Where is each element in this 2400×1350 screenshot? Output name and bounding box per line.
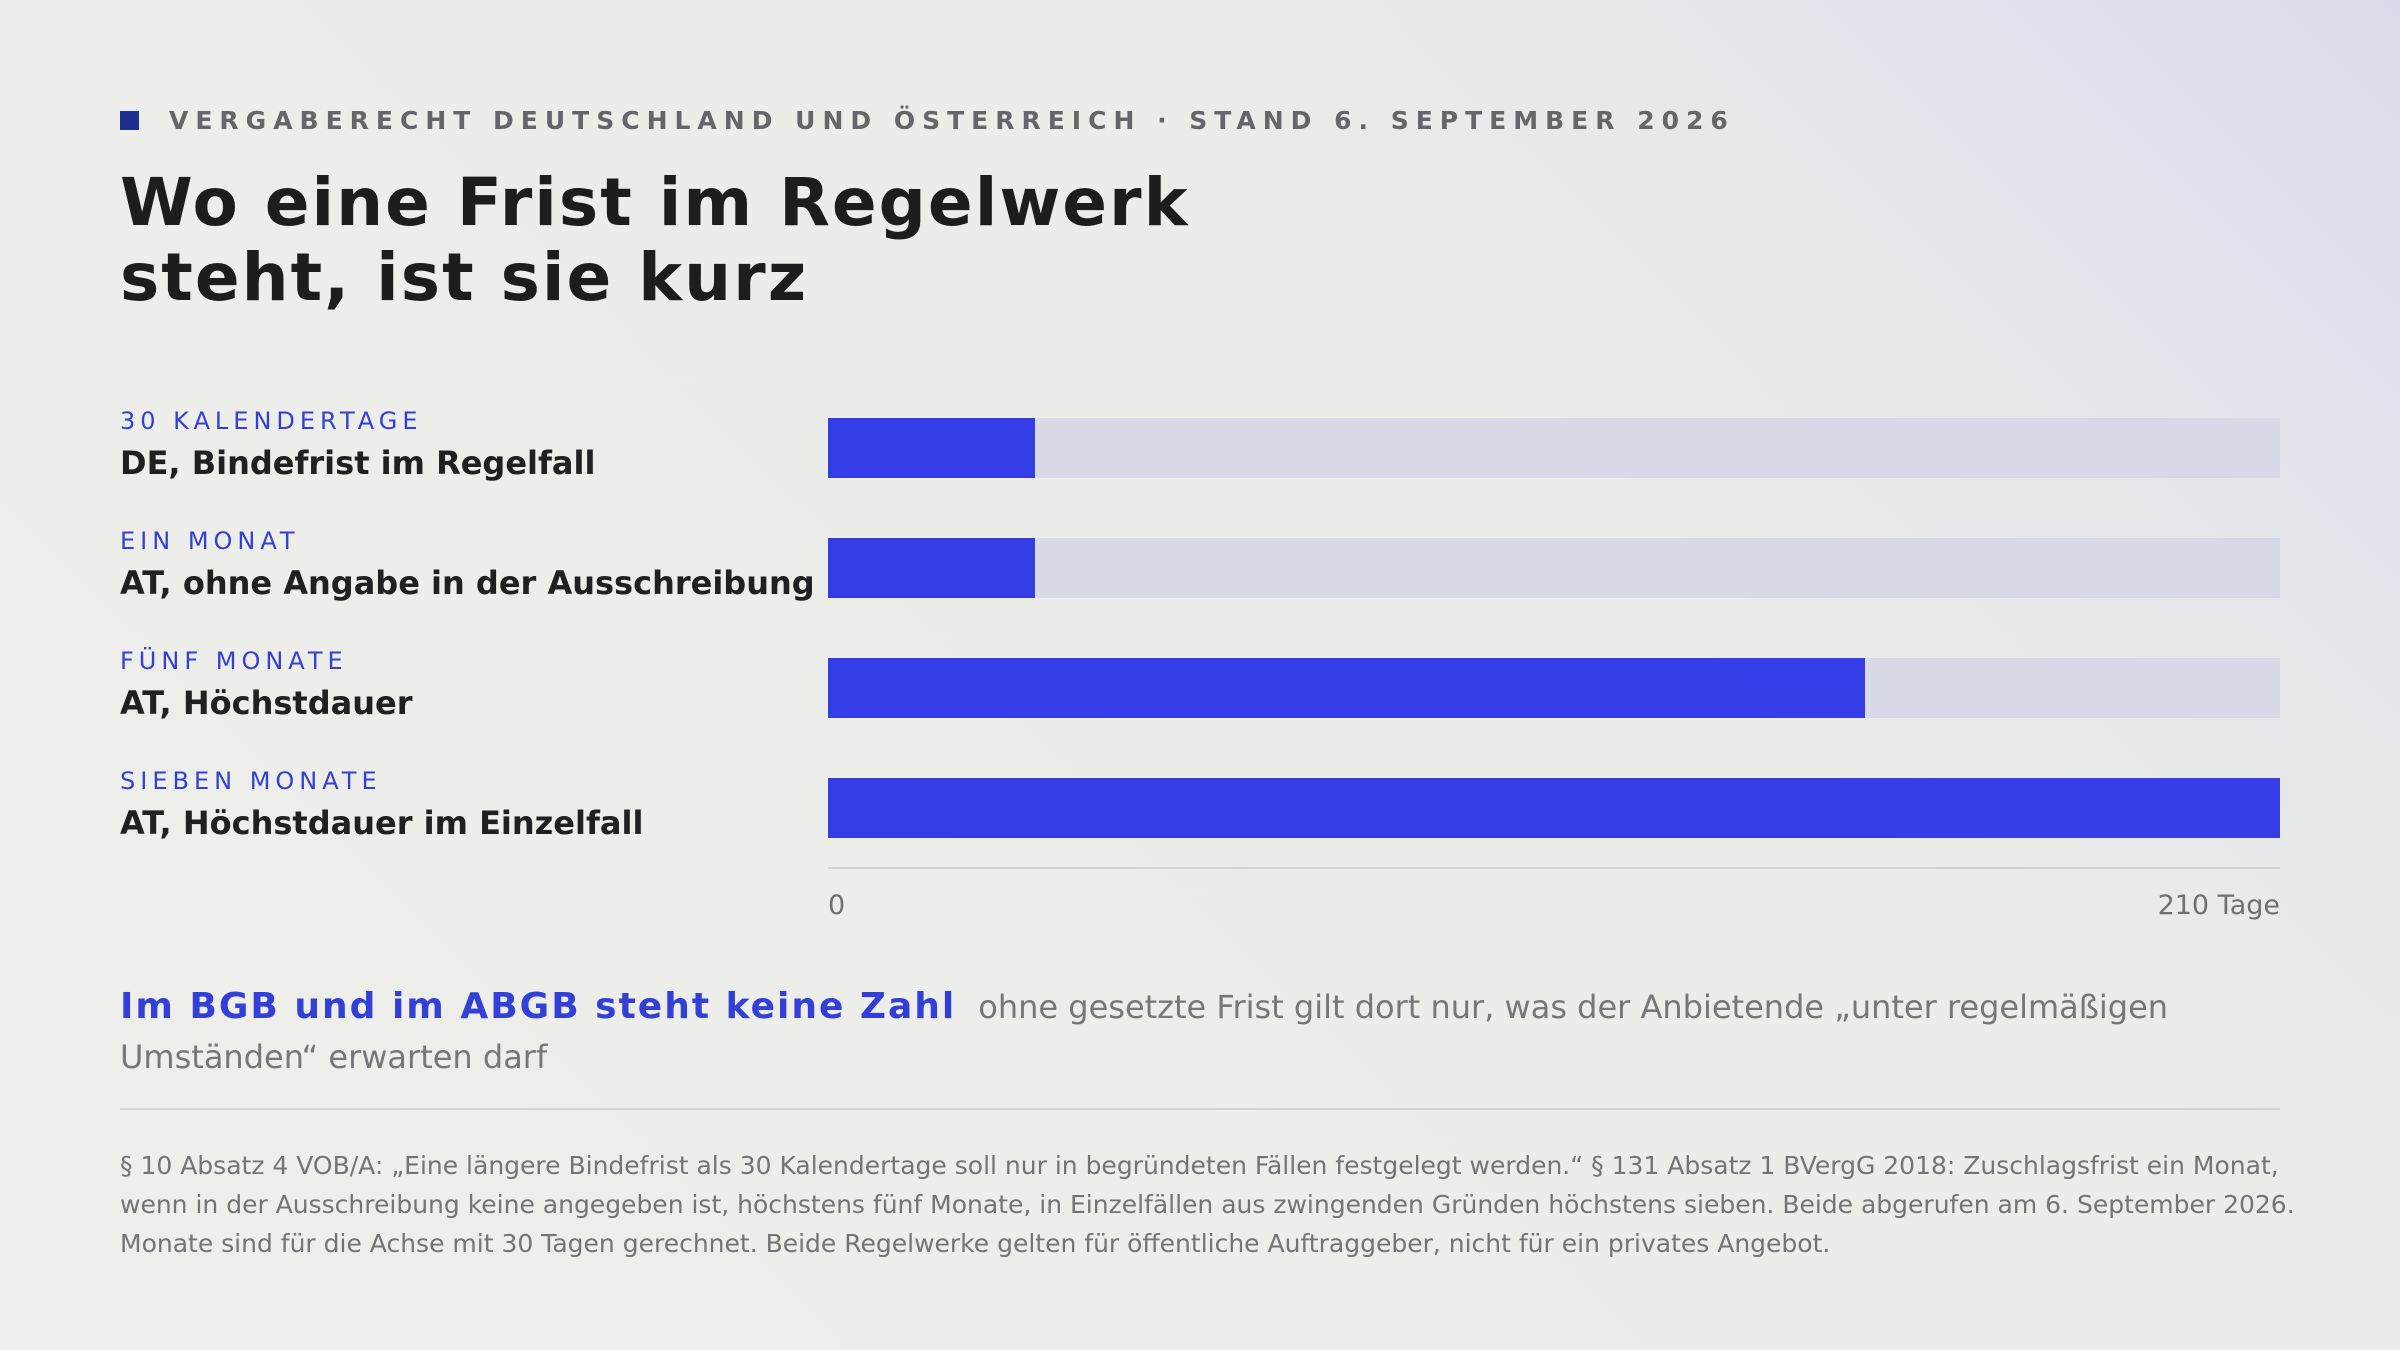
- kicker-square-icon: [120, 111, 139, 130]
- bar-3: [828, 658, 1865, 718]
- divider: [120, 1108, 2280, 1110]
- bar-kicker-2: EIN MONAT: [120, 527, 300, 555]
- kicker-text: VERGABERECHT DEUTSCHLAND UND ÖSTERREICH …: [169, 106, 1735, 135]
- bar-kicker-1: 30 KALENDERTAGE: [120, 407, 423, 435]
- bar-label-1: 30 KALENDERTAGE DE, Bindefrist im Regelf…: [120, 407, 820, 483]
- bar-4: [828, 778, 2280, 838]
- bar-track-4: [828, 778, 2280, 838]
- bar-category-3: AT, Höchstdauer: [120, 684, 413, 722]
- header-kicker: VERGABERECHT DEUTSCHLAND UND ÖSTERREICH …: [120, 106, 1735, 135]
- bar-label-3: FÜNF MONATE AT, Höchstdauer: [120, 647, 820, 723]
- bar-category-4: AT, Höchstdauer im Einzelfall: [120, 804, 644, 842]
- title-line-1: Wo eine Frist im Regelwerk: [120, 164, 1190, 241]
- key-note: Im BGB und im ABGB steht keine Zahl ohne …: [120, 982, 2300, 1082]
- bar-2: [828, 538, 1035, 598]
- x-tick-label-min: 0: [828, 890, 846, 921]
- bar-category-1: DE, Bindefrist im Regelfall: [120, 444, 596, 482]
- bar-label-4: SIEBEN MONATE AT, Höchstdauer im Einzelf…: [120, 767, 820, 843]
- bar-category-2: AT, ohne Angabe in der Ausschreibung: [120, 564, 815, 602]
- bar-track-3: [828, 658, 2280, 718]
- note-text: ohne gesetzte Frist gilt dort nur, was d…: [120, 988, 2169, 1076]
- bar-track-2: [828, 538, 2280, 598]
- bar-track-1: [828, 418, 2280, 478]
- note-highlight: Im BGB und im ABGB steht keine Zahl: [120, 986, 957, 1027]
- bar-kicker-4: SIEBEN MONATE: [120, 767, 382, 795]
- title-line-2: steht, ist sie kurz: [120, 239, 809, 316]
- page-title: Wo eine Frist im Regelwerk steht, ist si…: [120, 165, 1190, 315]
- x-axis-line: [828, 867, 2280, 869]
- bar-1: [828, 418, 1035, 478]
- x-tick-label-max: 210 Tage: [2157, 890, 2280, 921]
- source-footnote: § 10 Absatz 4 VOB/A: „Eine längere Binde…: [120, 1151, 2295, 1258]
- bar-label-2: EIN MONAT AT, ohne Angabe in der Ausschr…: [120, 527, 820, 603]
- bar-kicker-3: FÜNF MONATE: [120, 647, 348, 675]
